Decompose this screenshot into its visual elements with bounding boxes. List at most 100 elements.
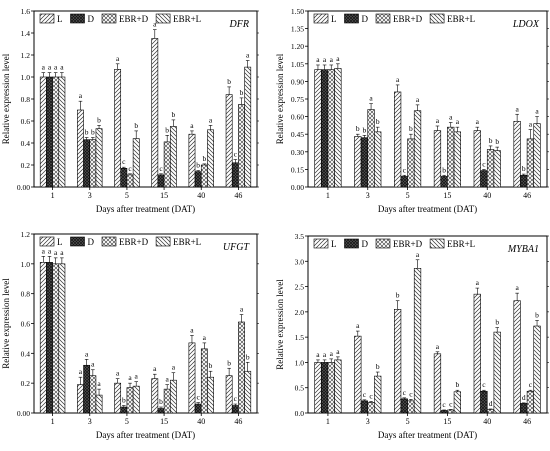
bar (151, 378, 159, 414)
x-tick-label: 1 (326, 191, 330, 200)
x-tick-label: 3 (366, 191, 370, 200)
legend-label: EBR+D (119, 14, 149, 24)
y-tick-label: 0.00 (291, 183, 304, 192)
significance-letter: b (209, 361, 213, 370)
legend-item: D (344, 238, 369, 249)
significance-letter: c (159, 164, 163, 173)
significance-letter: c (403, 165, 407, 174)
y-tick-label: 0.4 (21, 139, 31, 148)
y-tick-label: 0.2 (21, 161, 31, 170)
significance-letter: c (122, 157, 126, 166)
significance-letter: b (122, 396, 126, 405)
significance-letter: d (522, 393, 526, 402)
legend-swatch (375, 238, 391, 249)
significance-letter: a (369, 94, 373, 103)
bar (453, 391, 461, 414)
bar (480, 170, 488, 188)
significance-letter: b (363, 125, 367, 134)
bar (360, 400, 369, 414)
bar (225, 375, 233, 414)
legend-swatch (101, 236, 117, 247)
gene-title: DFR (229, 19, 249, 30)
x-tick-label: 46 (234, 417, 242, 426)
significance-letter: a (60, 63, 64, 72)
y-tick-label: 0.30 (291, 148, 304, 157)
legend-swatch (375, 13, 391, 24)
significance-letter: b (91, 128, 95, 137)
significance-letter: c (363, 390, 367, 399)
significance-letter: a (336, 54, 340, 63)
bar (440, 176, 448, 188)
bar (354, 335, 362, 414)
legend-item: EBR+D (375, 13, 423, 24)
significance-letter: d (489, 399, 493, 408)
x-tick-label: 5 (125, 417, 129, 426)
bar (58, 263, 66, 414)
legend-swatch (70, 13, 85, 24)
significance-letter: b (246, 352, 250, 361)
legend-label: L (57, 237, 63, 247)
legend-item: D (70, 236, 95, 247)
bar (367, 109, 375, 188)
bar (320, 362, 329, 414)
legend-swatch (344, 13, 359, 24)
significance-letter: b (396, 291, 400, 300)
bar (413, 268, 422, 414)
legend-label: EBR+L (447, 14, 475, 24)
significance-letter: c (403, 388, 407, 397)
y-tick-label: 0.00 (17, 183, 30, 192)
significance-letter: c (128, 164, 132, 173)
x-axis-label: Days after treatment (DAT) (96, 430, 195, 440)
significance-letter: a (190, 121, 194, 130)
y-tick-label: 0.8 (21, 290, 31, 299)
bar (169, 379, 177, 414)
legend-label: EBR+L (447, 239, 475, 249)
bar (513, 300, 521, 414)
legend-swatch (429, 238, 445, 249)
bar (89, 139, 97, 188)
significance-letter: a (91, 360, 95, 369)
y-tick-label: 2.5 (295, 283, 305, 292)
bar (374, 375, 382, 414)
y-axis-label: Relative expression level (1, 53, 11, 144)
y-tick-label: 1.20 (291, 42, 304, 51)
x-axis-label: Days after treatment (DAT) (96, 204, 195, 214)
significance-letter: a (529, 120, 533, 129)
significance-letter: a (396, 75, 400, 84)
legend-label: EBR+D (393, 239, 423, 249)
significance-letter: b (356, 124, 360, 133)
bar (95, 394, 103, 414)
significance-letter: c (409, 389, 413, 398)
significance-letter: a (436, 116, 440, 125)
y-tick-label: 1.05 (291, 60, 304, 69)
bar (39, 76, 47, 188)
significance-letter: a (79, 367, 83, 376)
legend-label: D (88, 14, 95, 24)
significance-letter: a (166, 375, 170, 384)
bar (126, 387, 134, 414)
bar (238, 321, 245, 414)
bar (334, 68, 342, 188)
bar (238, 104, 245, 188)
significance-letter: a (330, 55, 334, 64)
y-tick-label: 0.6 (21, 117, 31, 126)
significance-letter: c (482, 380, 486, 389)
bar (207, 129, 214, 188)
significance-letter: a (476, 117, 480, 126)
significance-letter: a (48, 246, 52, 255)
legend-swatch (344, 238, 359, 249)
y-tick-label: 1.2 (21, 51, 31, 60)
legend-item: D (70, 13, 95, 24)
significance-letter: a (42, 246, 46, 255)
significance-letter: c (449, 399, 453, 408)
bar (407, 400, 415, 414)
gene-title: LDOX (512, 19, 540, 30)
significance-letter: a (246, 51, 250, 60)
significance-letter: b (489, 136, 493, 145)
y-tick-label: 0.6 (21, 320, 31, 329)
legend-item: EBR+D (101, 13, 149, 24)
significance-letter: b (240, 88, 244, 97)
bar (520, 174, 528, 188)
bar (163, 388, 171, 414)
